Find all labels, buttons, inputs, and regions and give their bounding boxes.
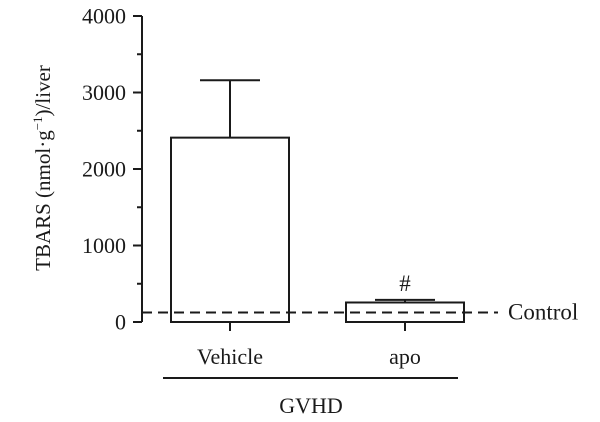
- y-axis-title-main: TBARS (nmol·g: [31, 130, 55, 271]
- y-axis: 0 1000 2000 3000 4000: [82, 4, 143, 335]
- significance-marker: #: [399, 271, 411, 296]
- y-tick-label: 1000: [82, 233, 126, 258]
- y-tick-label: 3000: [82, 80, 126, 105]
- group-label: GVHD: [279, 393, 343, 418]
- bar-vehicle: [170, 136, 290, 323]
- control-label: Control: [508, 299, 578, 324]
- y-axis-title: TBARS (nmol·g−1)/liver: [30, 65, 55, 271]
- x-axis: Vehicle apo: [171, 321, 464, 369]
- y-tick-label: 4000: [82, 4, 126, 29]
- y-tick-label: 0: [115, 310, 126, 335]
- bars: #: [170, 79, 465, 323]
- x-tick-label: apo: [389, 344, 421, 369]
- y-tick-label: 2000: [82, 157, 126, 182]
- y-axis-title-end: )/liver: [31, 65, 55, 116]
- x-tick-label: Vehicle: [197, 344, 263, 369]
- y-axis-title-superscript: −1: [30, 116, 45, 130]
